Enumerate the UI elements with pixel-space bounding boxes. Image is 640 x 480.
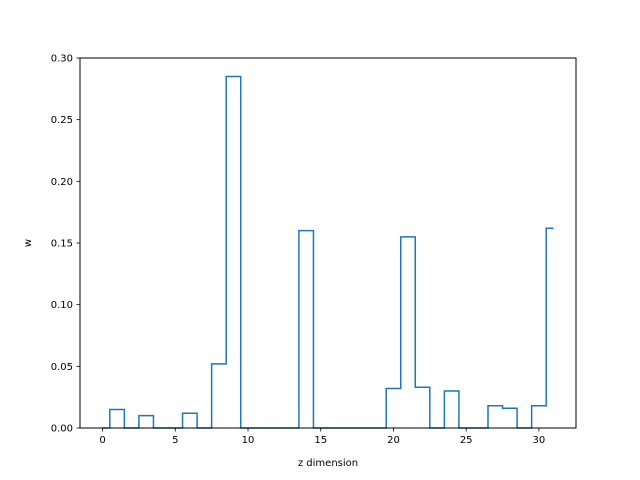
- y-tick-label: 0.10: [51, 300, 73, 311]
- y-tick-label: 0.20: [51, 177, 73, 188]
- x-axis-label: z dimension: [298, 458, 358, 469]
- y-tick-label: 0.15: [51, 239, 73, 250]
- y-tick-label: 0.25: [51, 115, 73, 126]
- y-tick-label: 0.00: [51, 424, 73, 435]
- y-axis-label: w: [23, 239, 34, 247]
- x-tick-label: 25: [460, 435, 473, 446]
- x-tick-label: 30: [533, 435, 546, 446]
- x-tick-label: 10: [242, 435, 255, 446]
- x-tick-label: 15: [314, 435, 327, 446]
- x-axis-ticks: 0 5 10 15 20 25 30: [99, 428, 545, 446]
- y-axis-ticks: 0.00 0.05 0.10 0.15 0.20 0.25 0.30: [51, 54, 80, 435]
- x-tick-label: 20: [387, 435, 400, 446]
- x-tick-label: 5: [172, 435, 178, 446]
- x-tick-label: 0: [99, 435, 105, 446]
- y-tick-label: 0.05: [51, 362, 73, 373]
- y-tick-label: 0.30: [51, 54, 73, 65]
